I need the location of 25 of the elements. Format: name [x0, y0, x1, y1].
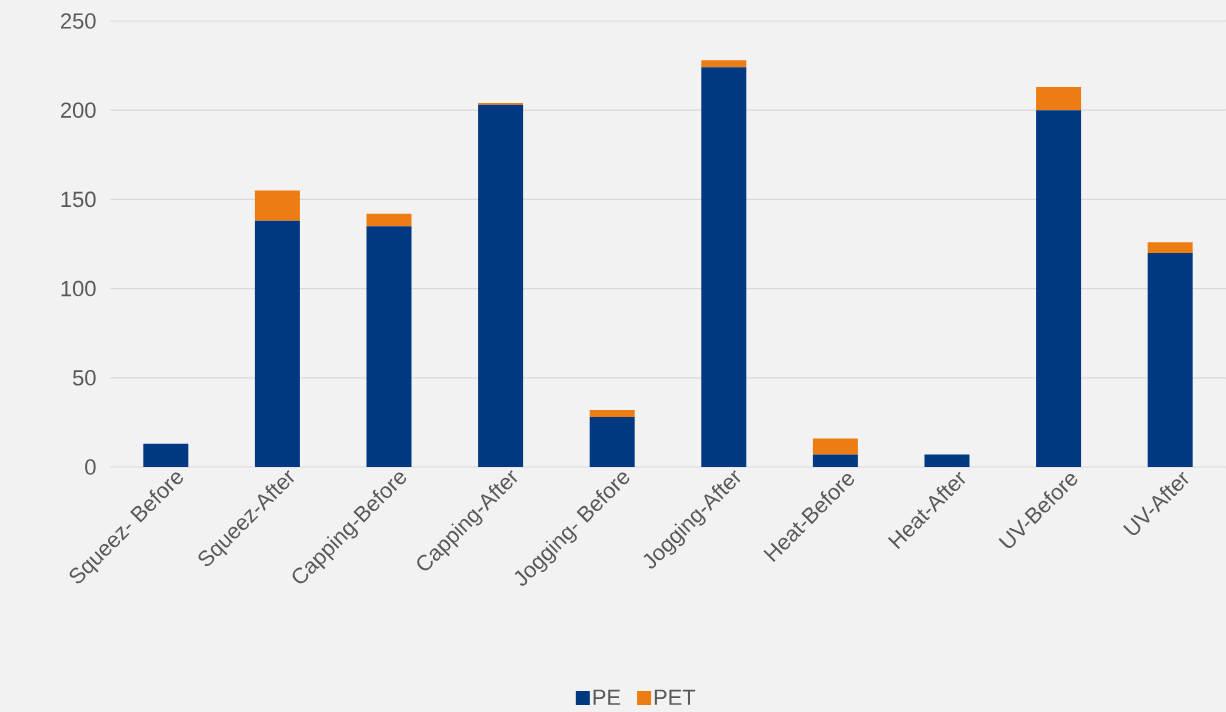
- bar: [254, 220, 300, 467]
- bar: [366, 213, 412, 227]
- y-tick-label: 100: [61, 280, 96, 297]
- y-tick-label: 150: [61, 191, 96, 208]
- bar: [924, 454, 970, 467]
- legend-label: PE: [593, 689, 621, 705]
- bar: [1147, 252, 1193, 467]
- y-tick-label: 50: [72, 370, 96, 386]
- bar: [812, 438, 858, 455]
- y-tick-label: 250: [61, 13, 96, 29]
- bar: [143, 443, 189, 467]
- y-tick-label: 0: [85, 459, 96, 475]
- bar: [254, 190, 300, 221]
- y-tick-label: 200: [61, 102, 96, 118]
- bar: [701, 67, 747, 467]
- bar: [1036, 110, 1082, 467]
- bar: [701, 60, 747, 68]
- bar: [589, 409, 635, 418]
- bar: [366, 226, 412, 467]
- bar: [478, 104, 524, 467]
- bar: [1147, 242, 1193, 253]
- bar: [1036, 87, 1082, 111]
- bar: [812, 454, 858, 467]
- legend-label: PET: [654, 689, 696, 705]
- bar: [589, 417, 635, 467]
